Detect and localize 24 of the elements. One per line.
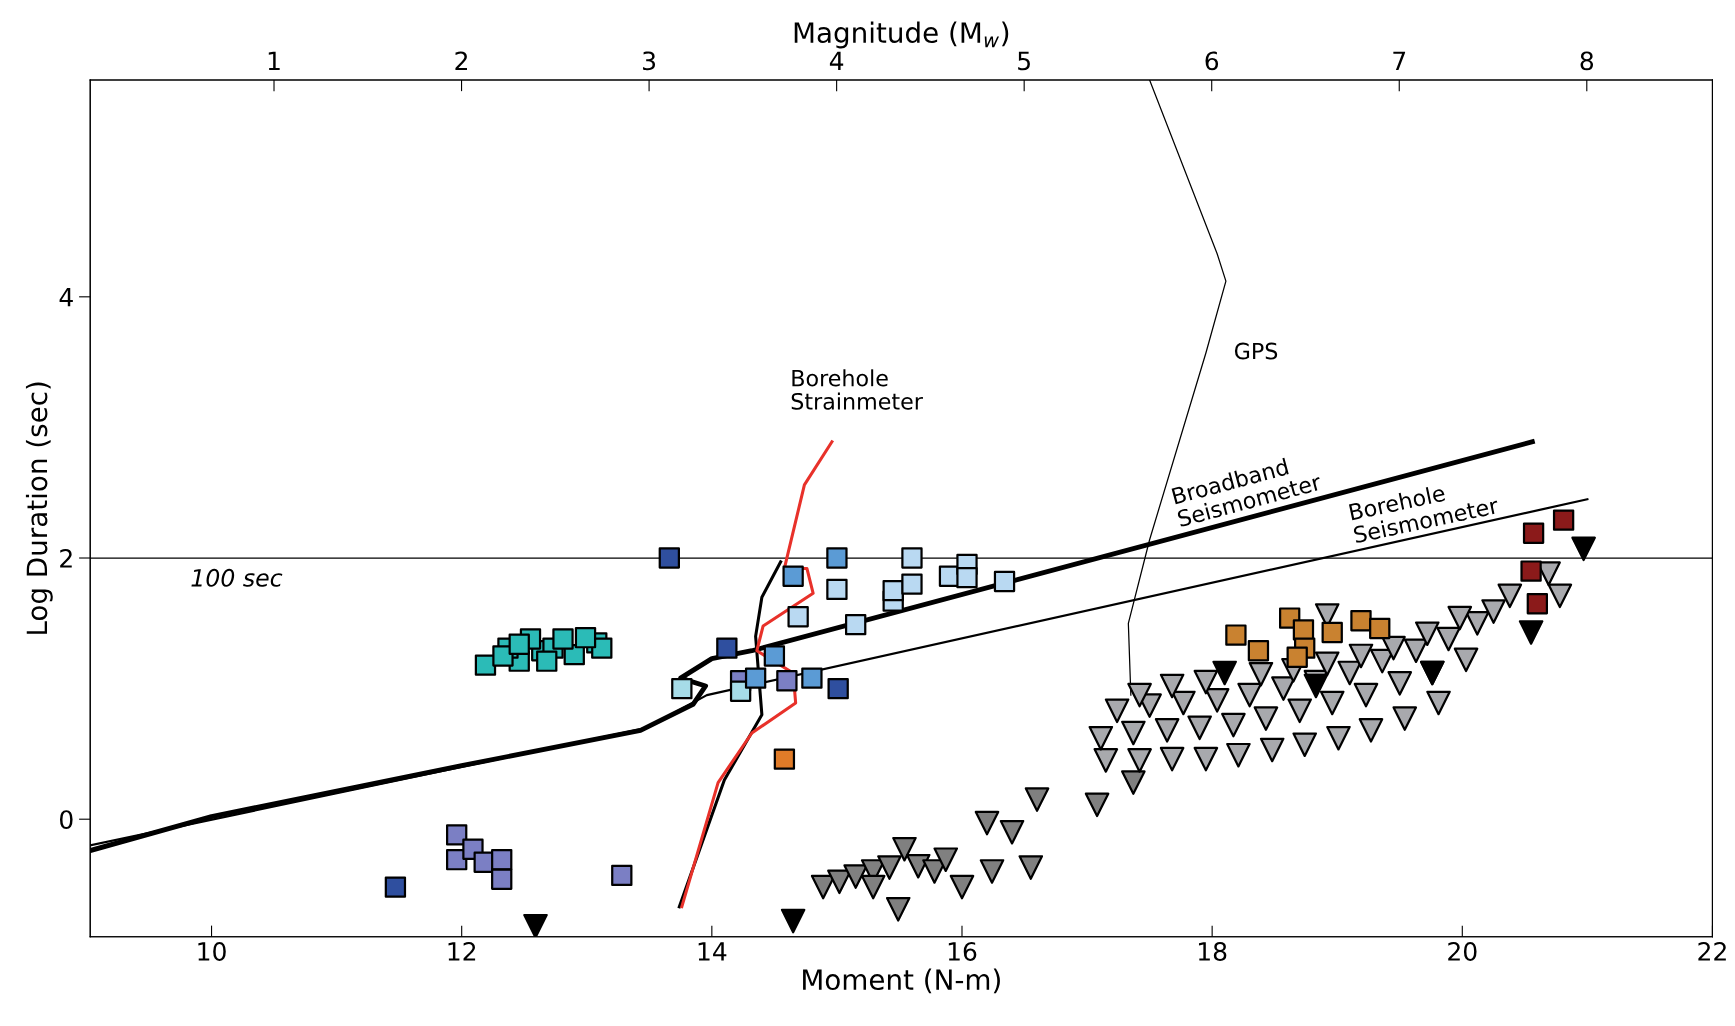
x2-axis-title: Magnitude (M$_{w}$) — [794, 21, 1009, 49]
x-tick-label: 20 — [1448, 942, 1477, 961]
y-axis-title: Log Duration (sec) — [25, 382, 53, 634]
x-tick-label: 22 — [1698, 942, 1726, 961]
ref-line-label: 100 sec — [191, 568, 283, 587]
x2-tick-label: 2 — [455, 51, 467, 70]
x-tick-label: 12 — [448, 942, 476, 961]
x2-tick-label: 7 — [1393, 51, 1406, 70]
x2-tick-label: 5 — [1018, 51, 1030, 71]
text: Borehole Strainmeter — [791, 369, 923, 410]
series-label: GPS — [1234, 342, 1278, 360]
x-tick-label: 16 — [948, 942, 977, 961]
x-tick-label: 14 — [698, 942, 727, 961]
x2-tick-label: 1 — [268, 51, 280, 70]
x2-tick-label: 4 — [829, 51, 844, 70]
x2-tick-label: 6 — [1205, 51, 1219, 71]
y-tick-label: 0 — [59, 810, 73, 830]
x2-tick-label: 3 — [643, 51, 656, 71]
y-tick-label: 2 — [60, 548, 72, 568]
x-tick-label: 18 — [1198, 942, 1227, 961]
y-tick-label: 4 — [59, 288, 73, 307]
x-tick-label: 10 — [198, 942, 226, 961]
x-axis-title: Moment (N-m) — [803, 968, 1000, 994]
x2-tick-label: 8 — [1580, 51, 1594, 71]
